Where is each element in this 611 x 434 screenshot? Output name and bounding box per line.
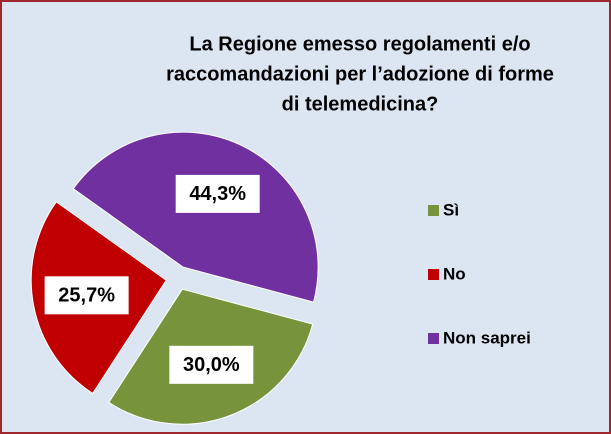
legend-swatch [428,269,439,280]
pie-slice [72,131,319,303]
data-label: 25,7% [58,285,115,307]
data-label: 44,3% [189,183,246,205]
legend-label: Non saprei [443,328,531,347]
data-label-box [175,174,260,213]
data-label-box [169,345,254,384]
legend-label: Sì [443,200,459,219]
chart-title: di telemedicina? [282,93,439,115]
chart-title: La Regione emesso regolamenti e/o [189,33,530,55]
chart-title: raccomandazioni per l’adozione di forme [166,63,554,85]
legend-label: No [443,264,466,283]
legend-swatch [428,205,439,216]
data-label: 30,0% [183,354,240,376]
data-label-box [44,276,129,315]
legend-swatch [428,333,439,344]
